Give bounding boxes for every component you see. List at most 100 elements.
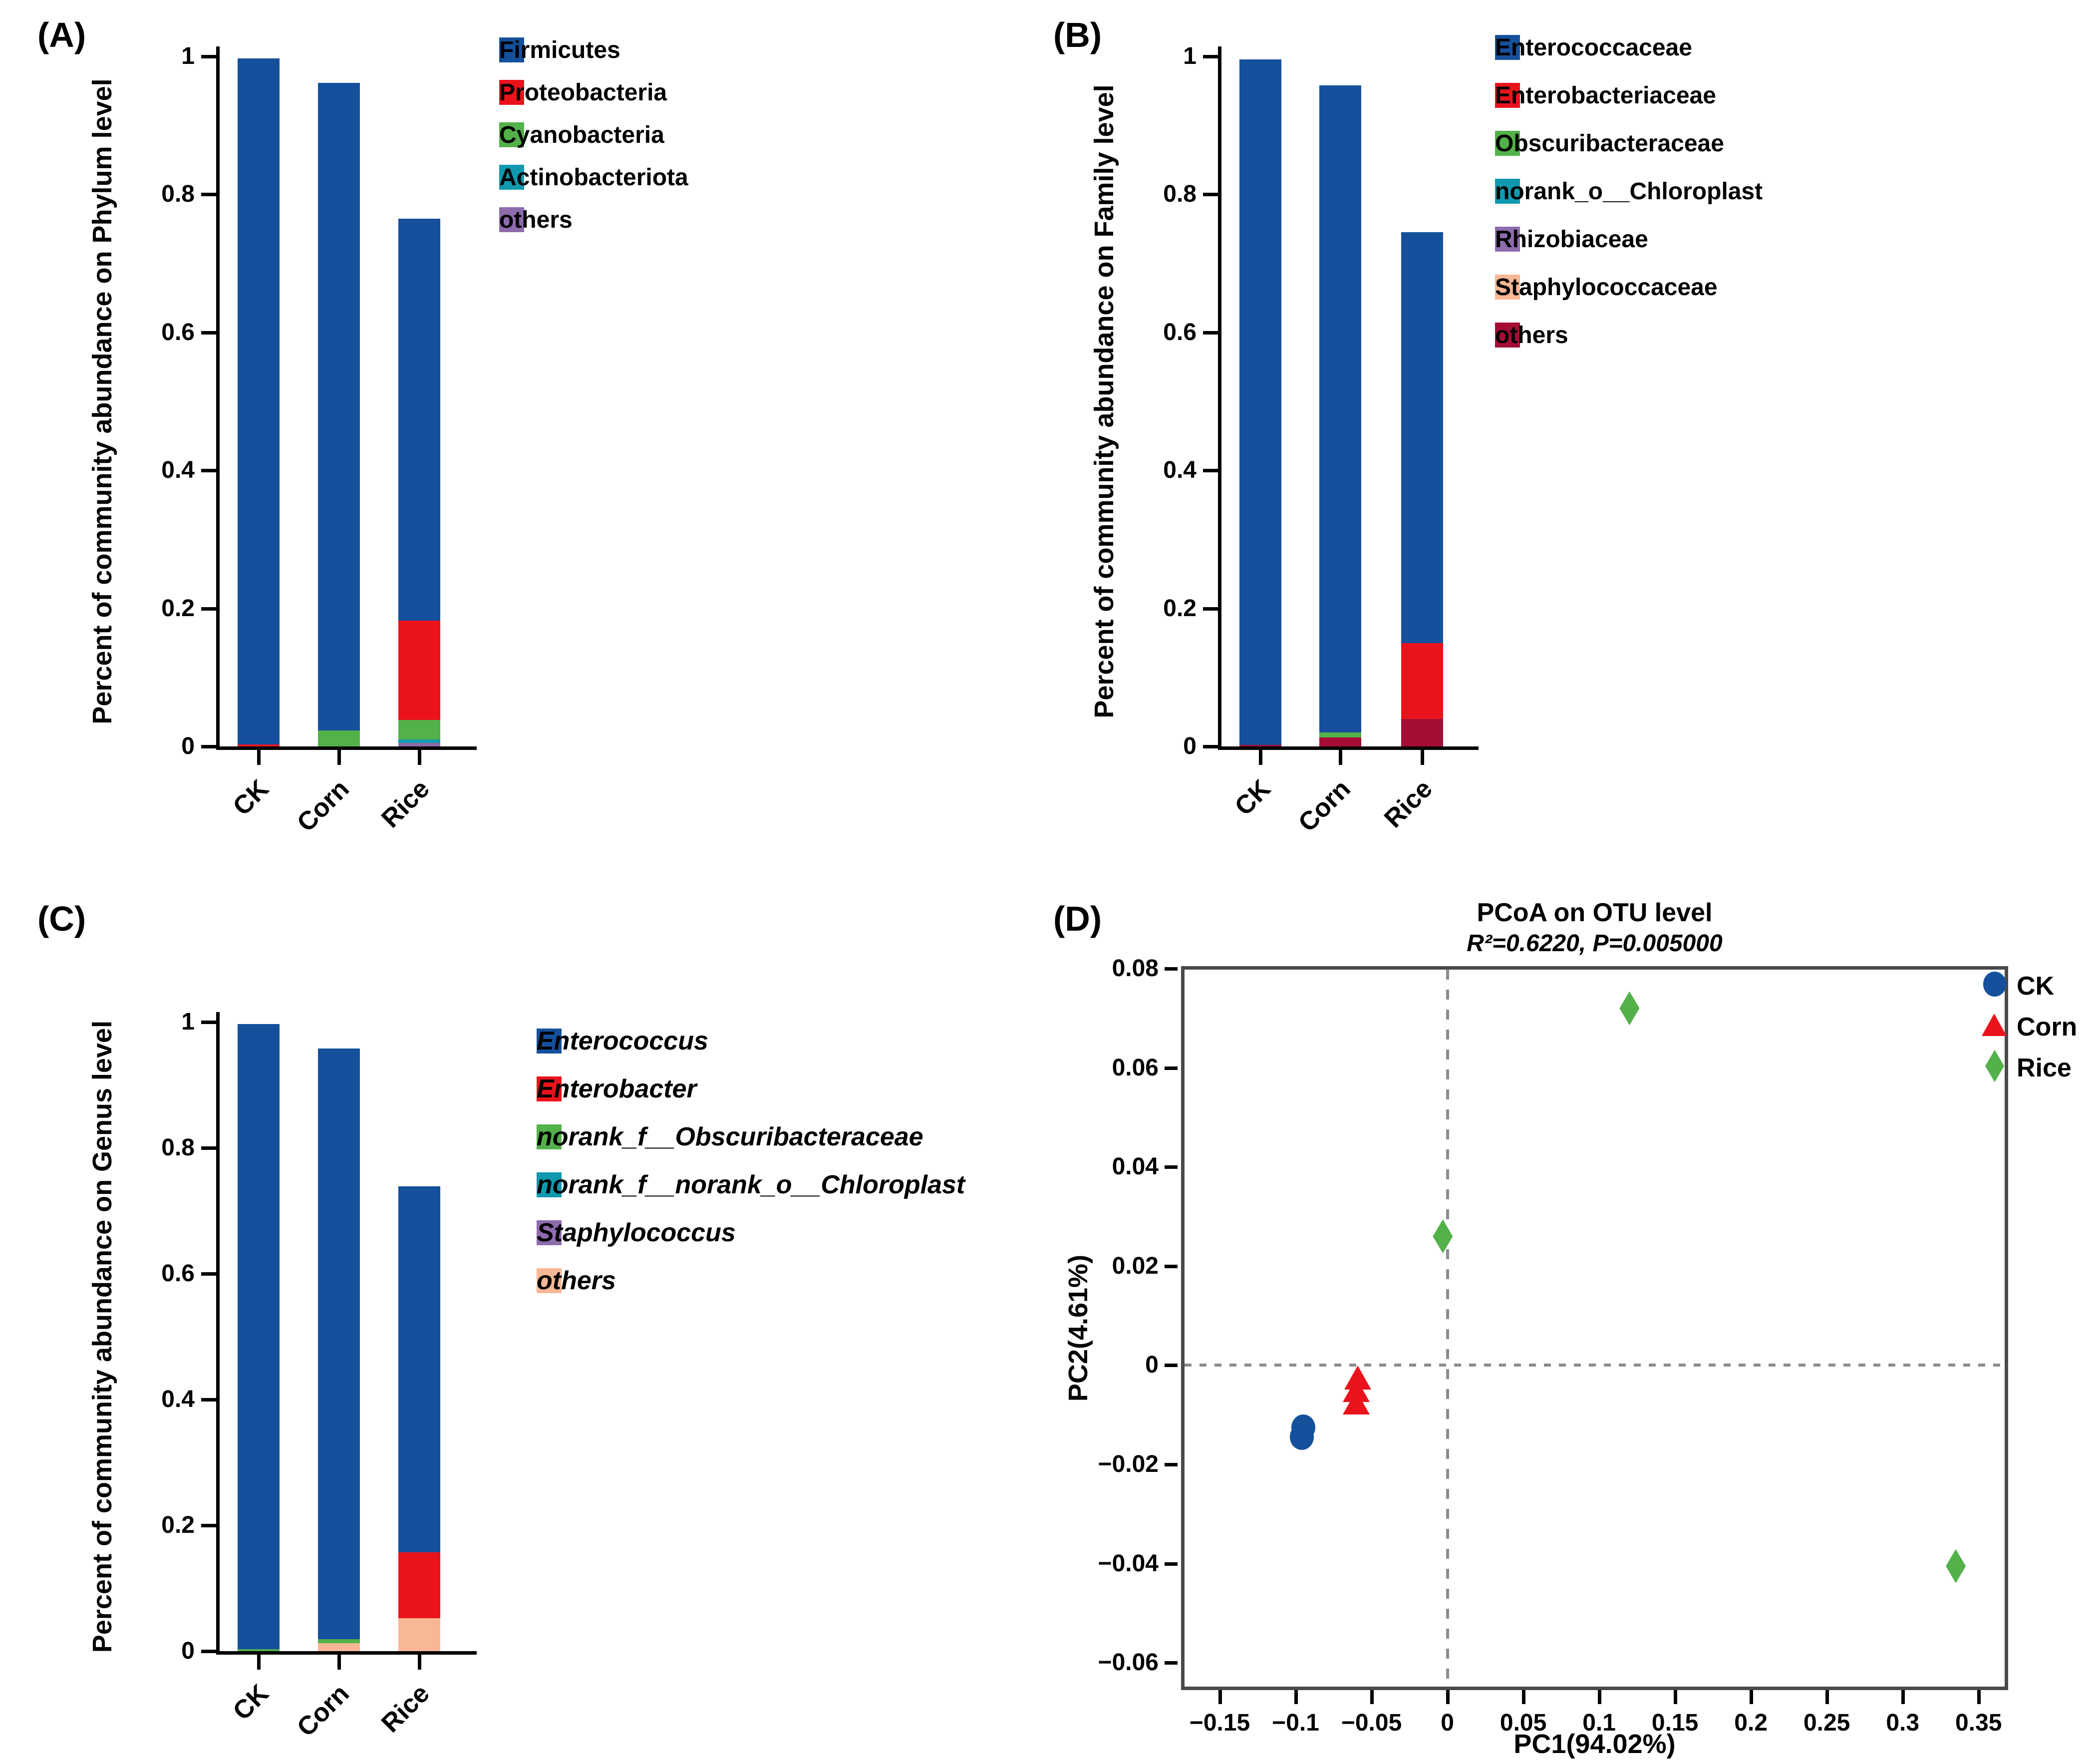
zero-x-dashed-line (1446, 970, 1449, 1687)
legend-label: Enterobacteriaceae (1495, 82, 1716, 109)
y-tick (201, 1650, 216, 1653)
y-tick-label: 0.06 (1112, 1054, 1159, 1081)
x-tick (1749, 1690, 1753, 1704)
legend-swatch (499, 165, 524, 190)
legend-label: Actinobacteriota (499, 164, 688, 191)
bar-segment-others (1401, 718, 1443, 746)
x-tick (1218, 1690, 1222, 1704)
legend-label: Proteobacteria (499, 79, 667, 106)
panel-b-letter: (B) (1053, 15, 1102, 54)
x-category-label: CK (227, 1679, 275, 1726)
legend-label: CK (2017, 972, 2055, 1001)
legend-swatch (1495, 83, 1520, 108)
y-tick-label: 0 (181, 1638, 195, 1664)
y-tick (1165, 967, 1178, 971)
scatter-point-ck (1289, 1424, 1314, 1450)
scatter-plot-box (1181, 966, 2008, 1690)
y-tick (1203, 745, 1218, 748)
y-tick-label: 0.6 (1163, 319, 1197, 346)
y-tick (1203, 193, 1218, 197)
panel-b-ylabel: Percent of community abundance on Family… (1089, 84, 1119, 718)
bar-segment-others (318, 1643, 360, 1651)
legend-label: norank_f__norank_o__Chloroplast (537, 1170, 965, 1199)
legend-label: others (537, 1266, 616, 1295)
x-tick (1521, 1690, 1525, 1704)
legend-label: Corn (2017, 1013, 2078, 1042)
y-tick (1165, 1661, 1178, 1665)
x-tick (1901, 1690, 1905, 1704)
y-tick (201, 1021, 216, 1024)
y-tick (201, 1524, 216, 1527)
bar-segment-others (1319, 737, 1361, 746)
legend-label: Rhizobiaceae (1495, 226, 1648, 253)
y-tick-label: 0.02 (1112, 1252, 1159, 1279)
y-tick-label: 0.8 (1163, 181, 1197, 208)
y-tick (1165, 1562, 1178, 1566)
y-tick (201, 607, 216, 611)
panel-d-letter: (D) (1053, 899, 1102, 938)
x-tick (1673, 1690, 1677, 1704)
panel-a-letter: (A) (37, 15, 86, 54)
legend-label: Staphylococcaceae (1495, 274, 1718, 301)
legend-swatch (499, 80, 524, 105)
y-tick-label: 1 (181, 43, 195, 69)
y-tick (201, 55, 216, 58)
bar-segment-others (398, 743, 440, 746)
bar-corn (318, 1022, 360, 1651)
x-tick-label: 0.2 (1734, 1710, 1768, 1736)
x-tick (337, 1655, 341, 1670)
y-tick (1165, 1165, 1178, 1169)
legend-label: Enterococcaceae (1495, 34, 1692, 61)
y-tick (201, 1398, 216, 1402)
y-tick (1203, 55, 1218, 58)
x-axis-line (216, 746, 477, 750)
y-tick-label: −0.02 (1098, 1451, 1159, 1478)
bar-segment-enterococcus (318, 1048, 360, 1651)
y-tick (201, 193, 216, 197)
legend-swatch (537, 1172, 562, 1197)
legend-swatch (1495, 35, 1520, 60)
legend-label: Staphylococcus (537, 1218, 736, 1247)
legend-label: Enterobacter (537, 1074, 697, 1103)
panel-c-letter: (C) (37, 899, 86, 938)
legend-label: others (1495, 322, 1568, 349)
y-tick-label: −0.06 (1098, 1649, 1159, 1676)
y-tick-label: 0.08 (1112, 955, 1159, 982)
bar-segment-enterococcaceae (1319, 85, 1361, 746)
x-tick (1421, 750, 1424, 765)
y-tick-label: 0.4 (161, 1386, 195, 1412)
bar-segment-cyanobacteria (318, 730, 360, 746)
x-tick-label: 0.15 (1651, 1710, 1699, 1736)
y-tick-label: 1 (1183, 43, 1197, 69)
legend-swatch (1495, 179, 1520, 204)
bar-ck (238, 1022, 280, 1651)
legend-swatch (499, 37, 524, 62)
y-tick-label: 0.04 (1112, 1153, 1159, 1180)
legend-swatch (537, 1076, 562, 1101)
y-tick-label: 0 (1145, 1352, 1159, 1379)
x-axis-line (216, 1651, 477, 1655)
y-tick (201, 1146, 216, 1150)
legend-label: Enterococcus (537, 1027, 708, 1056)
bar-segment-enterococcus (238, 1024, 280, 1651)
bar-ck (1239, 56, 1281, 746)
x-tick (1446, 1690, 1450, 1704)
y-tick-label: 0.6 (161, 319, 195, 346)
x-tick-label: 0.1 (1582, 1710, 1616, 1736)
pcoa-subtitle: R²=0.6220, P=0.005000 (1467, 930, 1723, 957)
y-tick (1165, 1364, 1178, 1368)
x-tick (1825, 1690, 1829, 1704)
x-tick (418, 750, 421, 765)
y-tick-label: 0.4 (161, 457, 195, 484)
bar-segment-others (1239, 745, 1281, 746)
legend-swatch (1495, 323, 1520, 348)
x-tick (1370, 1690, 1374, 1704)
y-axis-line (216, 46, 220, 750)
y-tick-label: 0.8 (161, 181, 195, 208)
legend-swatch (537, 1268, 562, 1293)
x-tick (1259, 750, 1262, 765)
pcoa-title: PCoA on OTU level (1477, 898, 1713, 927)
y-tick-label: 0 (181, 733, 195, 759)
legend-marker-ck (1983, 972, 2006, 997)
x-tick-label: 0.35 (1955, 1710, 2002, 1736)
